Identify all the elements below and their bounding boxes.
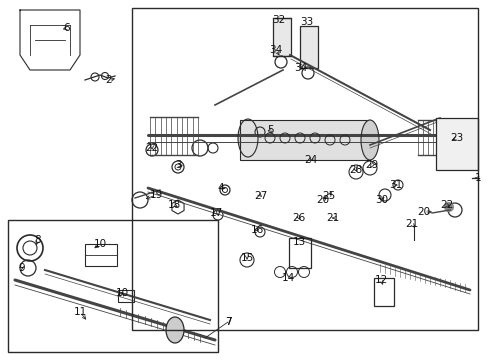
Circle shape: [443, 202, 453, 212]
Text: 24: 24: [304, 155, 317, 165]
Text: 20: 20: [417, 207, 429, 217]
Bar: [299, 26, 317, 68]
Bar: [272, 18, 290, 56]
Text: 26: 26: [292, 213, 305, 223]
Text: 12: 12: [374, 275, 387, 285]
Text: 3: 3: [174, 160, 181, 170]
Text: 33: 33: [300, 17, 313, 27]
Bar: [288, 238, 310, 268]
Text: 1: 1: [474, 173, 480, 183]
Text: 28: 28: [348, 165, 362, 175]
Text: 5: 5: [267, 125, 274, 135]
Text: 10: 10: [115, 288, 128, 298]
Bar: [85, 244, 117, 266]
Text: 27: 27: [254, 191, 267, 201]
Text: 18: 18: [167, 200, 180, 210]
Text: 7: 7: [224, 317, 231, 327]
Text: 13: 13: [292, 237, 305, 247]
Text: 2: 2: [105, 75, 112, 85]
Text: 21: 21: [325, 213, 339, 223]
Text: 11: 11: [73, 307, 86, 317]
Text: 8: 8: [35, 235, 41, 245]
Text: 25: 25: [322, 191, 335, 201]
Text: 9: 9: [19, 263, 25, 273]
Text: 29: 29: [365, 160, 378, 170]
Text: 6: 6: [63, 23, 70, 33]
Text: 22: 22: [145, 143, 158, 153]
Text: 4: 4: [217, 183, 224, 193]
Ellipse shape: [238, 119, 258, 157]
Text: 7: 7: [224, 317, 231, 327]
Bar: [8, 220, 218, 352]
Text: 21: 21: [405, 219, 418, 229]
Text: 32: 32: [272, 15, 285, 25]
Text: 10: 10: [93, 239, 106, 249]
Text: 31: 31: [388, 180, 402, 190]
Text: 34: 34: [269, 45, 282, 55]
Text: 15: 15: [240, 253, 253, 263]
Text: 22: 22: [440, 200, 453, 210]
Text: 19: 19: [149, 190, 163, 200]
Text: 17: 17: [209, 208, 222, 218]
Ellipse shape: [360, 120, 378, 160]
Text: 30: 30: [375, 195, 388, 205]
Text: 14: 14: [281, 273, 294, 283]
Bar: [132, 8, 477, 330]
Ellipse shape: [165, 317, 183, 343]
Text: 23: 23: [449, 133, 463, 143]
Bar: [373, 278, 393, 306]
Bar: [435, 118, 477, 170]
Text: 20: 20: [316, 195, 329, 205]
Bar: [240, 120, 369, 160]
Text: 16: 16: [250, 225, 263, 235]
Text: 34: 34: [294, 63, 307, 73]
Bar: [118, 290, 134, 302]
